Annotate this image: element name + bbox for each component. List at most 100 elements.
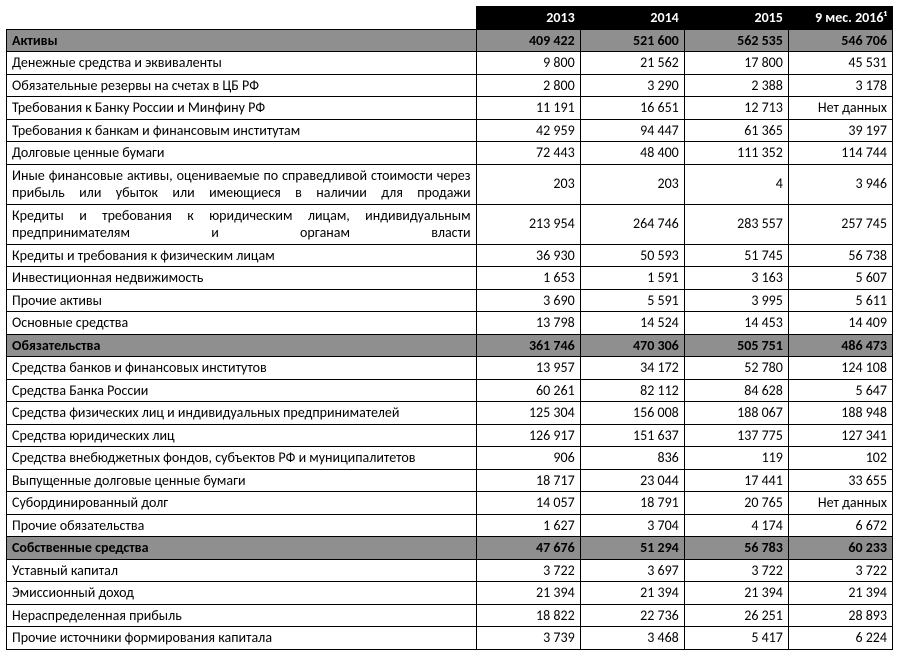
cell-value: 3 697 bbox=[580, 559, 684, 582]
cell-value: 521 600 bbox=[580, 29, 684, 52]
cell-value: 203 bbox=[580, 164, 684, 204]
table-row: Средства юридических лиц126 917151 63713… bbox=[7, 424, 893, 447]
cell-value: 505 751 bbox=[684, 334, 788, 357]
table-row: Инвестиционная недвижимость1 6531 5913 1… bbox=[7, 267, 893, 290]
table-row: Средства физических лиц и индивидуальных… bbox=[7, 402, 893, 425]
cell-value: 34 172 bbox=[580, 357, 684, 380]
cell-value: 6 672 bbox=[788, 514, 892, 537]
table-row: Требования к Банку России и Минфину РФ11… bbox=[7, 97, 893, 120]
col-header: 2013 bbox=[476, 7, 580, 30]
cell-value: 11 191 bbox=[476, 97, 580, 120]
cell-value: 21 394 bbox=[684, 582, 788, 605]
cell-value: 47 676 bbox=[476, 537, 580, 560]
cell-value: 102 bbox=[788, 447, 892, 470]
cell-value: 21 394 bbox=[476, 582, 580, 605]
row-label: Собственные средства bbox=[7, 537, 477, 560]
cell-value: 126 917 bbox=[476, 424, 580, 447]
cell-value: 836 bbox=[580, 447, 684, 470]
cell-value: 124 108 bbox=[788, 357, 892, 380]
cell-value: 14 057 bbox=[476, 492, 580, 515]
cell-value: 18 822 bbox=[476, 604, 580, 627]
cell-value: 22 736 bbox=[580, 604, 684, 627]
table-row: Обязательные резервы на счетах в ЦБ РФ2 … bbox=[7, 74, 893, 97]
cell-value: 94 447 bbox=[580, 119, 684, 142]
cell-value: 12 713 bbox=[684, 97, 788, 120]
cell-value: 21 394 bbox=[788, 582, 892, 605]
cell-value: 906 bbox=[476, 447, 580, 470]
row-label: Кредиты и требования к юридическим лицам… bbox=[7, 204, 477, 244]
cell-value: 17 441 bbox=[684, 469, 788, 492]
cell-value: 61 365 bbox=[684, 119, 788, 142]
cell-value: 2 800 bbox=[476, 74, 580, 97]
table-row: Уставный капитал3 7223 6973 7223 722 bbox=[7, 559, 893, 582]
cell-value: 20 765 bbox=[684, 492, 788, 515]
row-label: Эмиссионный доход bbox=[7, 582, 477, 605]
table-row: Средства банков и финансовых институтов 1… bbox=[7, 357, 893, 380]
cell-value: 151 637 bbox=[580, 424, 684, 447]
cell-value: 60 261 bbox=[476, 379, 580, 402]
table-row: Долговые ценные бумаги72 44348 400111 35… bbox=[7, 142, 893, 165]
cell-value: 6 224 bbox=[788, 627, 892, 650]
cell-value: 3 995 bbox=[684, 289, 788, 312]
cell-value: 3 722 bbox=[684, 559, 788, 582]
cell-value: 45 531 bbox=[788, 52, 892, 75]
cell-value: 213 954 bbox=[476, 204, 580, 244]
table-row: Иные финансовые активы, оцениваемые по с… bbox=[7, 164, 893, 204]
row-label: Долговые ценные бумаги bbox=[7, 142, 477, 165]
cell-value: 4 174 bbox=[684, 514, 788, 537]
cell-value: 36 930 bbox=[476, 244, 580, 267]
table-row: Нераспределенная прибыль18 82222 73626 2… bbox=[7, 604, 893, 627]
cell-value: 50 593 bbox=[580, 244, 684, 267]
cell-value: 562 535 bbox=[684, 29, 788, 52]
cell-value: 5 417 bbox=[684, 627, 788, 650]
row-label: Средства внебюджетных фондов, субъектов … bbox=[7, 447, 477, 470]
cell-value: 203 bbox=[476, 164, 580, 204]
cell-value: 156 008 bbox=[580, 402, 684, 425]
cell-value: 486 473 bbox=[788, 334, 892, 357]
cell-value: 26 251 bbox=[684, 604, 788, 627]
cell-value: Нет данных bbox=[788, 492, 892, 515]
col-header: 9 мес. 2016¹ bbox=[788, 7, 892, 30]
cell-value: 3 739 bbox=[476, 627, 580, 650]
row-label: Выпущенные долговые ценные бумаги bbox=[7, 469, 477, 492]
cell-value: 72 443 bbox=[476, 142, 580, 165]
cell-value: 52 780 bbox=[684, 357, 788, 380]
row-label: Прочие источники формирования капитала bbox=[7, 627, 477, 650]
table-row: Основные средства13 79814 52414 45314 40… bbox=[7, 312, 893, 335]
row-label: Инвестиционная недвижимость bbox=[7, 267, 477, 290]
cell-value: 137 775 bbox=[684, 424, 788, 447]
row-label: Средства физических лиц и индивидуальных… bbox=[7, 402, 477, 425]
cell-value: 23 044 bbox=[580, 469, 684, 492]
row-label: Основные средства bbox=[7, 312, 477, 335]
cell-value: 5 611 bbox=[788, 289, 892, 312]
row-label: Средства юридических лиц bbox=[7, 424, 477, 447]
section-row: Обязательства361 746470 306505 751486 47… bbox=[7, 334, 893, 357]
row-label: Обязательные резервы на счетах в ЦБ РФ bbox=[7, 74, 477, 97]
cell-value: 111 352 bbox=[684, 142, 788, 165]
row-label: Требования к Банку России и Минфину РФ bbox=[7, 97, 477, 120]
cell-value: 125 304 bbox=[476, 402, 580, 425]
cell-value: 114 744 bbox=[788, 142, 892, 165]
table-header: 2013 2014 2015 9 мес. 2016¹ bbox=[7, 7, 893, 30]
cell-value: 18 791 bbox=[580, 492, 684, 515]
cell-value: 3 946 bbox=[788, 164, 892, 204]
table-body: Активы409 422521 600562 535546 706Денежн… bbox=[7, 29, 893, 649]
cell-value: 3 163 bbox=[684, 267, 788, 290]
cell-value: Нет данных bbox=[788, 97, 892, 120]
cell-value: 283 557 bbox=[684, 204, 788, 244]
row-label: Средства банков и финансовых институтов bbox=[7, 357, 477, 380]
cell-value: 51 745 bbox=[684, 244, 788, 267]
table-row: Прочие обязательства1 6273 7044 1746 672 bbox=[7, 514, 893, 537]
cell-value: 3 722 bbox=[788, 559, 892, 582]
cell-value: 28 893 bbox=[788, 604, 892, 627]
cell-value: 21 562 bbox=[580, 52, 684, 75]
row-label: Нераспределенная прибыль bbox=[7, 604, 477, 627]
row-label: Требования к банкам и финансовым институ… bbox=[7, 119, 477, 142]
cell-value: 3 704 bbox=[580, 514, 684, 537]
table-row: Средства Банка России60 26182 11284 6285… bbox=[7, 379, 893, 402]
cell-value: 2 388 bbox=[684, 74, 788, 97]
row-label: Кредиты и требования к физическим лицам bbox=[7, 244, 477, 267]
cell-value: 3 290 bbox=[580, 74, 684, 97]
cell-value: 56 783 bbox=[684, 537, 788, 560]
table-row: Прочие активы3 6905 5913 9955 611 bbox=[7, 289, 893, 312]
